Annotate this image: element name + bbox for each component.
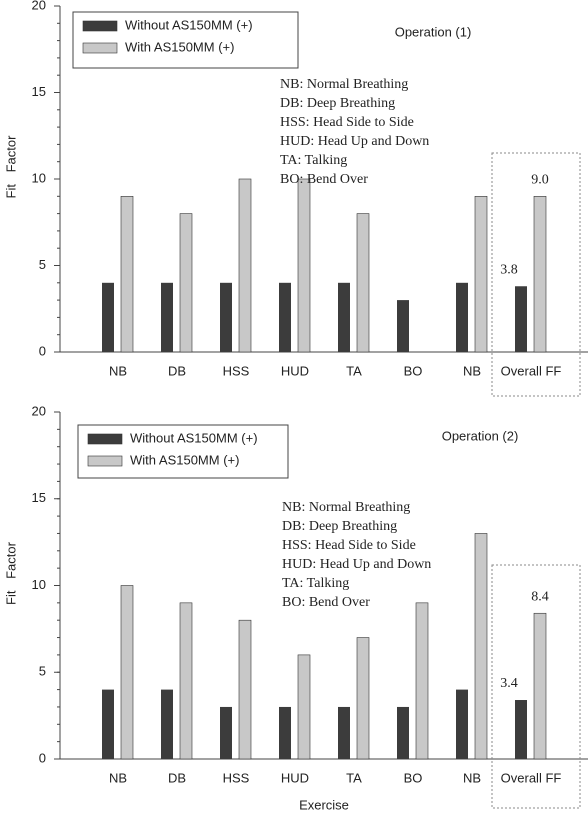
bar	[279, 282, 291, 352]
bar	[297, 654, 311, 760]
bar	[220, 706, 232, 759]
y-tick-label: 10	[32, 170, 46, 185]
x-tick-label: DB	[168, 770, 186, 785]
bar	[179, 602, 193, 760]
bar	[220, 282, 232, 352]
bar	[415, 602, 429, 760]
chart-title: Operation (2)	[442, 428, 519, 443]
data-label: 9.0	[531, 173, 549, 188]
x-tick-label: NB	[463, 770, 481, 785]
annotation: HUD: Head Up and Down	[280, 134, 429, 149]
annotation: HSS: Head Side to Side	[282, 538, 416, 553]
data-label: 3.4	[500, 676, 518, 691]
bar	[515, 286, 527, 352]
y-tick-label: 10	[32, 577, 46, 592]
annotation: BO: Bend Over	[280, 172, 368, 187]
bar	[356, 637, 370, 760]
legend-swatch	[82, 42, 118, 54]
bar	[356, 213, 370, 353]
bar	[456, 282, 468, 352]
x-axis-label: Exercise	[299, 797, 349, 812]
annotation: BO: Bend Over	[282, 595, 370, 610]
data-label: 3.8	[500, 262, 518, 277]
bar	[456, 689, 468, 759]
bar	[338, 706, 350, 759]
x-tick-label: TA	[346, 770, 362, 785]
chart-title: Operation (1)	[395, 24, 472, 39]
x-tick-label: HSS	[223, 770, 250, 785]
y-tick-label: 0	[39, 750, 46, 765]
annotation: TA: Talking	[280, 153, 347, 168]
legend-swatch	[82, 20, 118, 32]
bar	[397, 300, 409, 352]
highlight-box	[491, 152, 581, 397]
bar	[238, 178, 252, 353]
y-axis-label: Fit Factor	[3, 135, 18, 199]
bar	[102, 282, 114, 352]
x-tick-label: BO	[404, 770, 423, 785]
bar	[161, 689, 173, 759]
bar	[102, 689, 114, 759]
y-tick-label: 15	[32, 490, 46, 505]
bar	[120, 585, 134, 760]
y-axis-label: Fit Factor	[3, 541, 18, 605]
bar	[179, 213, 193, 353]
y-tick-label: 20	[32, 0, 46, 12]
x-tick-label: DB	[168, 363, 186, 378]
legend-label: With AS150MM (+)	[130, 452, 239, 467]
annotation: NB: Normal Breathing	[282, 500, 410, 515]
annotation: NB: Normal Breathing	[280, 77, 408, 92]
x-tick-label: HUD	[281, 363, 309, 378]
annotation: TA: Talking	[282, 576, 349, 591]
y-tick-label: 0	[39, 343, 46, 358]
data-label: 8.4	[531, 589, 549, 604]
x-tick-label: BO	[404, 363, 423, 378]
bar	[161, 282, 173, 352]
legend-label: Without AS150MM (+)	[130, 430, 258, 445]
bar	[515, 700, 527, 759]
x-tick-label: NB	[463, 363, 481, 378]
y-tick-label: 5	[39, 664, 46, 679]
x-tick-label: NB	[109, 363, 127, 378]
bar	[474, 196, 488, 353]
bar	[279, 706, 291, 759]
bar	[533, 196, 547, 353]
annotation: HSS: Head Side to Side	[280, 115, 414, 130]
annotation: DB: Deep Breathing	[282, 519, 397, 534]
x-tick-label: NB	[109, 770, 127, 785]
x-tick-label: Overall FF	[501, 770, 562, 785]
bar	[533, 612, 547, 760]
x-tick-label: Overall FF	[501, 363, 562, 378]
x-tick-label: HUD	[281, 770, 309, 785]
annotation: DB: Deep Breathing	[280, 96, 395, 111]
bar	[397, 706, 409, 759]
annotation: HUD: Head Up and Down	[282, 557, 431, 572]
y-tick-label: 15	[32, 84, 46, 99]
legend-swatch	[87, 455, 123, 467]
bar	[297, 178, 311, 353]
x-tick-label: HSS	[223, 363, 250, 378]
legend-label: Without AS150MM (+)	[125, 17, 253, 32]
legend-label: With AS150MM (+)	[125, 39, 234, 54]
bar	[120, 196, 134, 353]
highlight-box	[491, 564, 581, 809]
bar	[338, 282, 350, 352]
x-tick-label: TA	[346, 363, 362, 378]
y-tick-label: 5	[39, 257, 46, 272]
legend-swatch	[87, 433, 123, 445]
bar	[474, 533, 488, 760]
bar	[238, 619, 252, 760]
y-tick-label: 20	[32, 403, 46, 418]
